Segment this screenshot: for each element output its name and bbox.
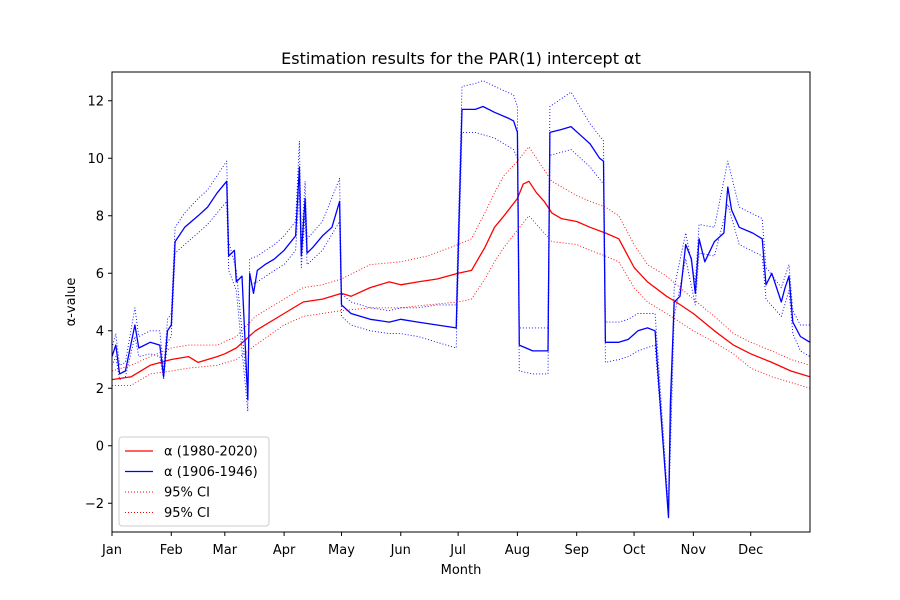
legend-label-2: 95% CI: [164, 486, 210, 501]
x-tick-label: Feb: [160, 543, 183, 558]
y-tick-label: −2: [85, 497, 104, 512]
y-tick-label: 2: [96, 382, 104, 397]
legend-label-3: 95% CI: [164, 506, 210, 521]
legend-label-1: α (1906-1946): [164, 465, 258, 480]
x-tick-label: Jan: [101, 543, 122, 558]
plot-area-frame: [111, 71, 811, 533]
x-axis: Jan Feb Mar Apr May Jun Jul Aug Sep Oct Nov Dec: [101, 532, 763, 558]
y-tick-label: 4: [96, 324, 104, 339]
y-axis: −2 0 2 4 6 8 10 12: [85, 94, 112, 512]
x-tick-label: Jul: [449, 543, 466, 558]
series-line-1: [112, 105, 810, 519]
x-tick-label: Aug: [505, 543, 530, 558]
x-tick-label: Jun: [390, 543, 411, 558]
x-tick-label: Sep: [564, 543, 589, 558]
series-line-4: [112, 131, 810, 516]
y-tick-label: 8: [96, 209, 104, 224]
x-tick-label: Mar: [213, 543, 238, 558]
legend-box: [118, 436, 270, 527]
x-axis-label: Month: [441, 563, 482, 578]
x-tick-label: May: [328, 543, 355, 558]
legend: α (1980-2020) α (1906-1946) 95% CI 95% CI: [118, 436, 270, 527]
x-tick-label: Nov: [681, 543, 707, 558]
series-line-2: [112, 215, 810, 389]
legend-label-0: α (1980-2020): [164, 445, 258, 460]
y-tick-label: 6: [96, 267, 104, 282]
chart-title: Estimation results for the PAR(1) interc…: [281, 49, 641, 68]
x-tick-label: Dec: [738, 543, 763, 558]
x-tick-label: Oct: [623, 543, 645, 558]
series-line-0: [112, 180, 810, 381]
y-tick-label: 0: [96, 439, 104, 454]
y-tick-label: 12: [87, 94, 104, 109]
y-axis-label: α-value: [64, 278, 79, 327]
y-tick-label: 10: [87, 152, 104, 167]
series-layer: [112, 80, 810, 519]
series-line-3: [112, 146, 810, 372]
x-tick-label: Apr: [273, 543, 296, 558]
